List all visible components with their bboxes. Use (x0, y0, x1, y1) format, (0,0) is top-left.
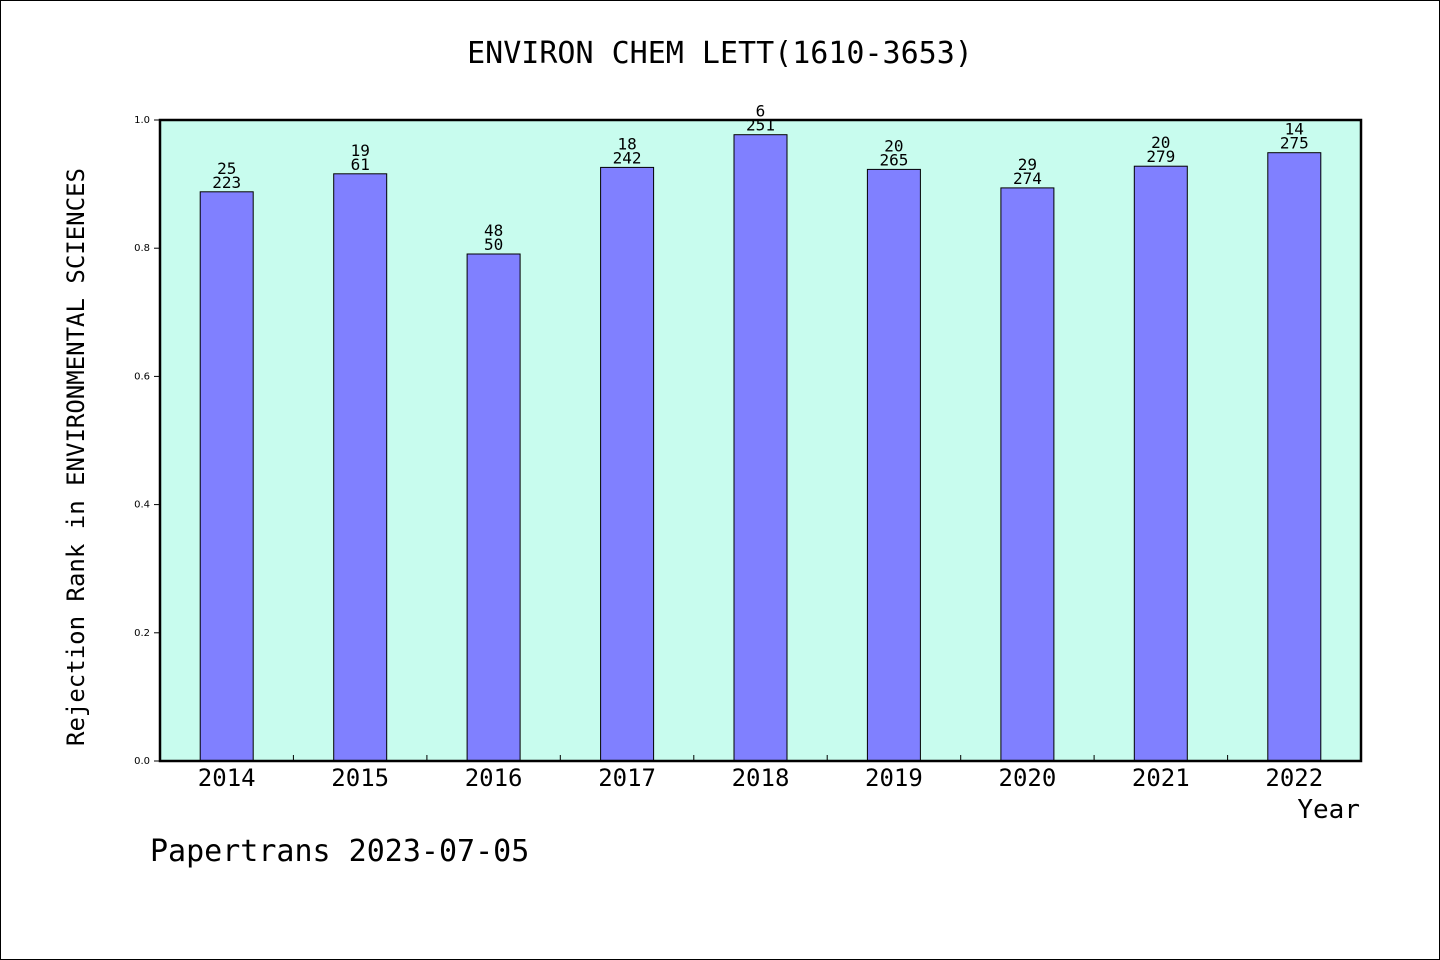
x-tick-label-2020: 2020 (999, 764, 1057, 792)
bar-2014 (199, 191, 254, 762)
x-tick-label-2014: 2014 (198, 764, 256, 792)
x-tick-label-2021: 2021 (1132, 764, 1190, 792)
bar-total-label-2014: 223 (212, 173, 241, 192)
plot-border (158, 118, 1363, 763)
bar-2017 (600, 166, 655, 762)
bar-total-label-2017: 242 (613, 148, 642, 167)
x-tick-label-2016: 2016 (465, 764, 523, 792)
x-tick-label-2022: 2022 (1265, 764, 1323, 792)
bar-total-label-2021: 279 (1146, 147, 1175, 166)
x-tick-label-2017: 2017 (598, 764, 656, 792)
bar-2018 (733, 134, 788, 762)
x-tick-label-2015: 2015 (331, 764, 389, 792)
bar-2019 (866, 168, 921, 762)
footer-text: Papertrans 2023-07-05 (150, 834, 530, 869)
bar-rank-label-2021: 20 (1151, 133, 1170, 152)
bar-2020 (1000, 187, 1055, 762)
bar-rank-label-2016: 48 (484, 221, 503, 240)
y-tick-label: 0.2 (134, 628, 150, 639)
bar-rank-label-2015: 19 (351, 141, 370, 160)
x-axis-label: Year (1297, 795, 1360, 825)
y-axis-label: Rejection Rank in ENVIRONMENTAL SCIENCES (62, 168, 90, 746)
y-tick-label: 0.8 (134, 243, 150, 254)
bar-rank-label-2014: 25 (217, 159, 236, 178)
x-tick-label-2018: 2018 (732, 764, 790, 792)
bar-total-label-2018: 251 (746, 116, 775, 135)
bar-rank-label-2019: 20 (884, 136, 903, 155)
bar-2015 (333, 173, 388, 762)
bar-rank-label-2020: 29 (1018, 155, 1037, 174)
bar-2016 (466, 253, 521, 762)
y-tick-label: 0.6 (134, 371, 150, 382)
bar-total-label-2020: 274 (1013, 169, 1042, 188)
x-tick-label-2019: 2019 (865, 764, 923, 792)
bar-total-label-2019: 265 (879, 150, 908, 169)
bar-rank-label-2022: 14 (1285, 120, 1304, 139)
bar-total-label-2016: 50 (484, 235, 503, 254)
chart-title: ENVIRON CHEM LETT(1610-3653) (467, 36, 973, 71)
bar-total-label-2022: 275 (1280, 134, 1309, 153)
bar-2021 (1133, 165, 1188, 762)
y-tick-label: 0.0 (134, 756, 150, 767)
bar-2022 (1267, 152, 1322, 762)
bar-rank-label-2018: 6 (756, 102, 766, 121)
bar-rank-label-2017: 18 (617, 134, 636, 153)
bar-total-label-2015: 61 (351, 155, 370, 174)
y-tick-label: 0.4 (134, 500, 150, 511)
y-tick-label: 1.0 (134, 115, 150, 126)
